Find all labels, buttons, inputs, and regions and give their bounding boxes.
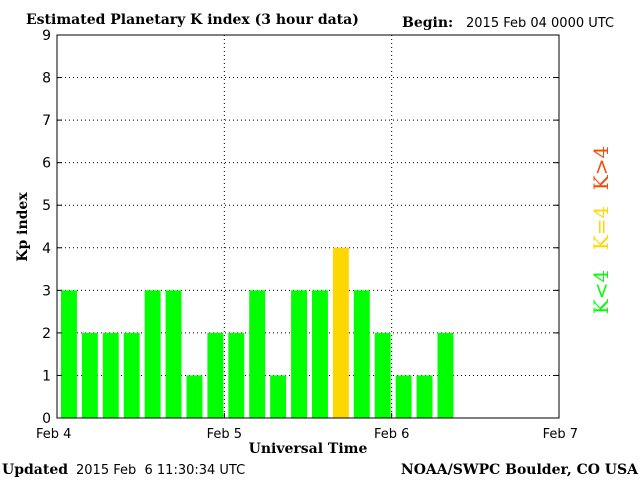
legend-label: K>4 [589, 146, 613, 190]
kp-bar [228, 332, 245, 418]
kp-bar [61, 290, 77, 418]
y-tick-label: 1 [42, 368, 51, 384]
kp-bar [207, 332, 224, 418]
x-tick-label: Feb 6 [374, 427, 409, 442]
x-tick-label: Feb 7 [543, 427, 578, 442]
kp-bar [291, 290, 307, 418]
source-credit: NOAA/SWPC Boulder, CO USA [401, 462, 639, 478]
plot-frame [56, 34, 560, 419]
y-tick-label: 7 [42, 113, 51, 129]
legend-item: K<4 [589, 270, 613, 314]
kp-bar [186, 375, 203, 418]
y-tick-label: 2 [42, 326, 51, 342]
y-tick-label: 5 [42, 198, 51, 214]
kp-bar [144, 290, 161, 418]
updated-value: 2015 Feb 6 11:30:34 UTC [76, 463, 245, 478]
kp-bar [123, 332, 140, 418]
kp-bar [395, 375, 412, 418]
kp-bar [270, 375, 287, 418]
y-tick-label: 0 [42, 411, 51, 427]
kp-bar [416, 375, 433, 418]
kp-bar [437, 332, 454, 418]
x-axis-ticks: Feb 4 Feb 5 Feb 6 Feb 7 [36, 413, 578, 442]
x-tick-label: Feb 4 [36, 427, 71, 442]
kp-bar [102, 332, 119, 418]
bars [61, 247, 454, 418]
legend-item: K>4 [589, 146, 613, 190]
y-axis-label: Kp index [15, 192, 31, 262]
x-tick-label: Feb 5 [207, 427, 242, 442]
y-axis-ticks: 0 1 2 3 4 5 6 7 8 9 [42, 28, 559, 427]
kp-bar [165, 290, 182, 418]
begin-label: Begin: [402, 15, 453, 31]
y-tick-label: 8 [42, 71, 51, 87]
kp-bar [249, 290, 266, 418]
kp-bar [81, 332, 98, 418]
kp-bar [332, 247, 349, 418]
legend-item: K=4 [589, 206, 613, 250]
chart-title: Estimated Planetary K index (3 hour data… [26, 12, 359, 28]
y-tick-label: 6 [42, 156, 51, 172]
y-tick-label: 4 [42, 241, 51, 257]
x-axis-label: Universal Time [249, 441, 368, 457]
kp-bar [312, 290, 328, 418]
y-tick-label: 3 [42, 283, 51, 299]
legend-label: K<4 [589, 270, 613, 314]
y-tick-label: 9 [42, 28, 51, 44]
begin-value: 2015 Feb 04 0000 UTC [466, 16, 614, 31]
legend: K>4 K=4 K<4 [589, 146, 613, 314]
kp-bar [374, 332, 391, 418]
updated-label: Updated [2, 462, 68, 478]
legend-label: K=4 [589, 206, 613, 250]
kp-bar [353, 290, 370, 418]
